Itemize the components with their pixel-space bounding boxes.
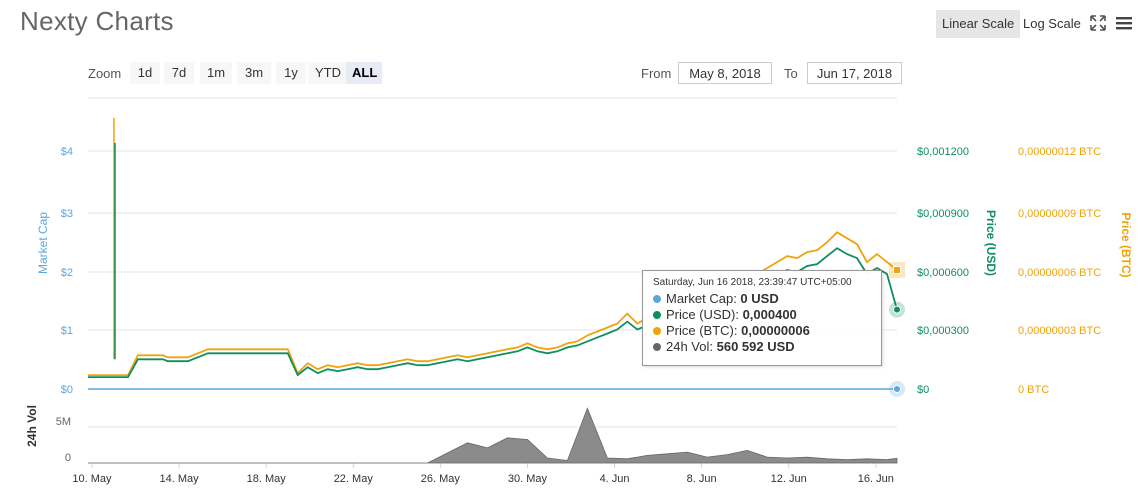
tooltip-label: Price (USD): [666,307,743,322]
from-date-input[interactable]: May 8, 2018 [678,62,772,84]
market-cap-tick-label: $2 [61,267,73,279]
to-date-input[interactable]: Jun 17, 2018 [807,62,902,84]
price-usd-hover-point [893,305,901,314]
zoom-ytd-button[interactable]: YTD [308,62,348,84]
market-cap-tick-label: $4 [61,146,73,158]
chart-title: Nexty Charts [20,6,174,36]
price-btc-axis-title: Price (BTC) [1119,212,1133,277]
tooltip-header: Saturday, Jun 16 2018, 23:39:47 UTC+05:0… [653,277,852,288]
market-cap-hover-point [893,385,901,393]
market-cap-tick-label: $0 [61,384,73,396]
x-tick-label: 26. May [421,473,461,485]
price-usd-dot [653,310,661,319]
price-btc-tick-label: 0,00000006 BTC [1018,267,1101,279]
price-btc-tick-label: 0,00000003 BTC [1018,325,1101,337]
volume-axis-title: 24h Vol [25,405,39,447]
price-usd-axis-title: Price (USD) [984,210,998,276]
price-btc-hover-point [893,266,901,274]
tooltip-label: Market Cap: [666,291,741,306]
price-btc-dot [653,326,661,335]
x-tick-label: 30. May [508,473,548,485]
tooltip-value: 0,000400 [742,307,797,322]
tooltip-label: 24h Vol: [666,339,717,354]
zoom-all-button[interactable]: ALL [346,62,382,84]
tooltip-row-price-btc: Price (BTC): 0,00000006 [653,323,871,339]
price-usd-tick-label: $0,000600 [917,267,969,279]
price-usd-tick-label: $0,000300 [917,325,969,337]
linear-scale-button[interactable]: Linear Scale [936,10,1021,38]
tooltip-row-volume: 24h Vol: 560 592 USD [653,339,871,355]
x-tick-label: 8. Jun [687,473,717,485]
from-label: From [641,66,672,81]
chart-tooltip: Saturday, Jun 16 2018, 23:39:47 UTC+05:0… [642,270,882,366]
volume-tick-label: 5M [56,416,71,428]
fullscreen-icon[interactable] [1087,12,1109,34]
to-label: To [784,66,798,81]
x-tick-label: 18. May [247,473,287,485]
price-btc-tick-label: 0,00000009 BTC [1018,208,1101,220]
zoom-label: Zoom [88,66,122,81]
price-btc-series-line [88,231,898,376]
x-tick-label: 16. Jun [858,473,894,485]
zoom-1y-button[interactable]: 1y [276,62,306,84]
tooltip-value: 0 USD [740,291,779,306]
zoom-1d-button[interactable]: 1d [130,62,160,84]
price-btc-tick-label: 0 BTC [1018,384,1049,396]
menu-icon[interactable] [1113,12,1135,34]
zoom-3m-button[interactable]: 3m [237,62,271,84]
volume-dot [653,342,661,351]
market-cap-dot [653,294,661,303]
x-tick-label: 12. Jun [771,473,807,485]
tooltip-row-market-cap: Market Cap: 0 USD [653,291,871,307]
market-cap-tick-label: $3 [61,208,73,220]
price-usd-tick-label: $0,001200 [917,146,969,158]
market-cap-axis-title: Market Cap [36,212,50,274]
tooltip-label: Price (BTC): [666,323,742,338]
x-tick-label: 14. May [160,473,200,485]
tooltip-value: 0,00000006 [741,323,810,338]
volume-series-area [88,407,898,464]
price-usd-tick-label: $0,000900 [917,208,969,220]
price-usd-tick-label: $0 [917,384,929,396]
tooltip-value: 560 592 USD [716,339,795,354]
tooltip-row-price-usd: Price (USD): 0,000400 [653,307,871,323]
market-cap-tick-label: $1 [61,325,73,337]
zoom-7d-button[interactable]: 7d [164,62,194,84]
x-tick-label: 10. May [72,473,112,485]
x-tick-label: 4. Jun [600,473,630,485]
x-tick-label: 22. May [334,473,374,485]
price-btc-tick-label: 0,00000012 BTC [1018,146,1101,158]
zoom-1m-button[interactable]: 1m [200,62,232,84]
log-scale-button[interactable]: Log Scale [1023,16,1081,31]
volume-tick-label: 0 [65,452,71,464]
